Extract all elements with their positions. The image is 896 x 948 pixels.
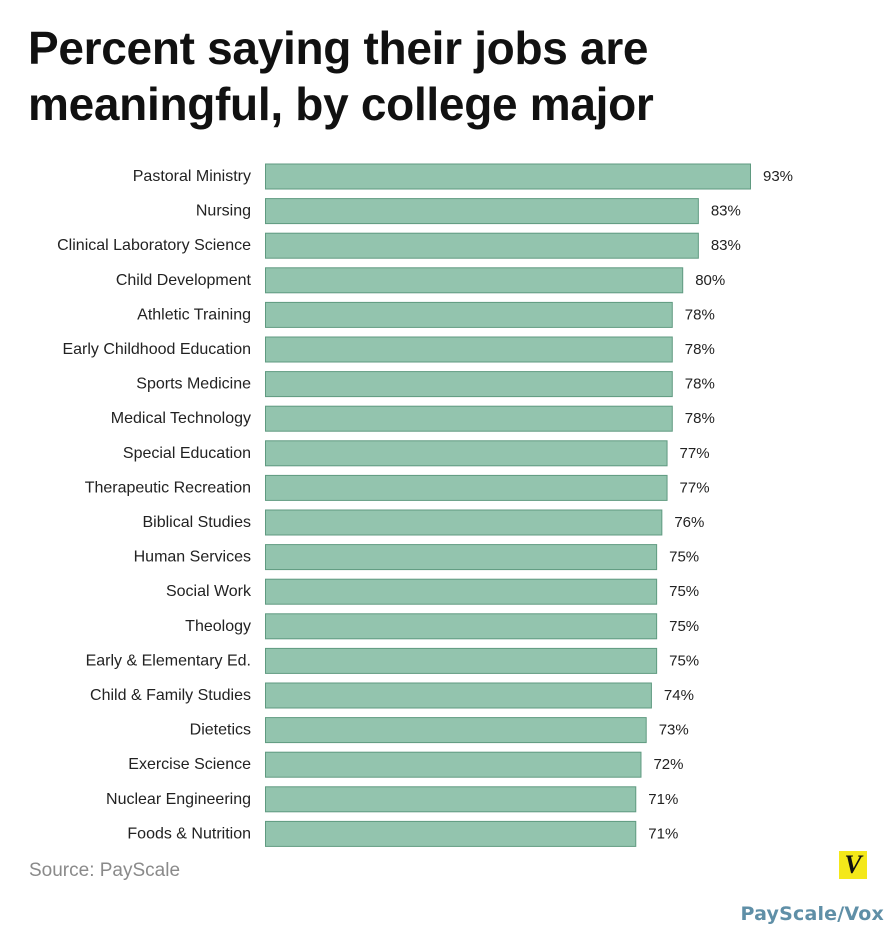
category-label: Medical Technology	[111, 410, 251, 427]
category-label: Therapeutic Recreation	[85, 479, 251, 496]
category-label: Early Childhood Education	[62, 341, 251, 358]
category-label: Foods & Nutrition	[127, 825, 251, 842]
category-label: Social Work	[166, 583, 252, 600]
category-label: Child Development	[116, 272, 252, 289]
category-label: Sports Medicine	[136, 376, 251, 393]
value-label: 75%	[669, 549, 699, 566]
bar	[265, 509, 663, 536]
category-label: Human Services	[134, 549, 251, 566]
value-label: 93%	[763, 168, 793, 185]
bars-group: Pastoral Ministry 93%Nursing 83%Clinical L…	[57, 163, 793, 847]
category-label: Special Education	[123, 445, 251, 462]
category-label: Nuclear Engineering	[106, 791, 251, 808]
bar	[265, 371, 673, 398]
bar-row: Human Services 75%	[134, 544, 699, 571]
bar-row: Child & Family Studies 74%	[90, 682, 694, 709]
value-label: 77%	[680, 445, 710, 462]
value-label: 83%	[711, 203, 741, 220]
bar	[265, 405, 673, 432]
category-label: Athletic Training	[137, 306, 251, 323]
bar	[265, 717, 647, 744]
category-label: Biblical Studies	[143, 514, 252, 531]
bar-row: Theology 75%	[185, 613, 699, 640]
bar-row: Nuclear Engineering 71%	[106, 786, 678, 813]
source-note: Source: PayScale	[29, 860, 181, 881]
bar-row: Athletic Training 78%	[137, 301, 715, 328]
value-label: 78%	[685, 306, 715, 323]
value-label: 75%	[669, 583, 699, 600]
bar	[265, 198, 699, 225]
bar-row: Child Development 80%	[116, 267, 725, 294]
bar	[265, 474, 668, 501]
chart-title: Percent saying their jobs are meaningful…	[28, 20, 868, 132]
bar	[265, 163, 751, 190]
category-label: Clinical Laboratory Science	[57, 237, 251, 254]
value-label: 83%	[711, 237, 741, 254]
bar-row: Early Childhood Education 78%	[62, 336, 715, 363]
value-label: 78%	[685, 376, 715, 393]
value-label: 72%	[653, 756, 683, 773]
bar-row: Special Education 77%	[123, 440, 710, 467]
value-label: 71%	[648, 791, 678, 808]
category-label: Pastoral Ministry	[133, 168, 251, 185]
value-label: 76%	[674, 514, 704, 531]
bar-row: Foods & Nutrition 71%	[127, 820, 678, 847]
value-label: 78%	[685, 341, 715, 358]
bar-row: Sports Medicine 78%	[136, 371, 715, 398]
category-label: Exercise Science	[128, 756, 251, 773]
category-label: Nursing	[196, 203, 251, 220]
bar-row: Clinical Laboratory Science 83%	[57, 232, 741, 259]
bar-row: Social Work 75%	[166, 578, 699, 605]
value-label: 80%	[695, 272, 725, 289]
value-label: 75%	[669, 652, 699, 669]
bar	[265, 578, 658, 605]
value-label: 71%	[648, 825, 678, 842]
value-label: 73%	[659, 722, 689, 739]
category-label: Dietetics	[190, 722, 251, 739]
bar-row: Biblical Studies 76%	[143, 509, 704, 536]
bar	[265, 440, 668, 467]
bar	[265, 751, 642, 778]
bar-row: Early & Elementary Ed. 75%	[86, 647, 699, 674]
bar-row: Exercise Science 72%	[128, 751, 684, 778]
chart-title-line-1: Percent saying their jobs are	[28, 22, 649, 74]
credit-watermark: PayScale/Vox	[740, 903, 884, 925]
bar	[265, 647, 658, 674]
bar	[265, 336, 673, 363]
bar-row: Therapeutic Recreation 77%	[85, 474, 710, 501]
value-label: 77%	[680, 479, 710, 496]
value-label: 74%	[664, 687, 694, 704]
bar	[265, 820, 637, 847]
bar	[265, 267, 684, 294]
value-label: 78%	[685, 410, 715, 427]
bar-row: Pastoral Ministry 93%	[133, 163, 793, 190]
bar	[265, 786, 637, 813]
vox-logo: V	[839, 851, 867, 879]
bar	[265, 544, 658, 571]
bar-row: Medical Technology 78%	[111, 405, 715, 432]
value-label: 75%	[669, 618, 699, 635]
bar-row: Nursing 83%	[196, 198, 741, 225]
category-label: Theology	[185, 618, 251, 635]
category-label: Child & Family Studies	[90, 687, 251, 704]
bar	[265, 682, 652, 709]
category-label: Early & Elementary Ed.	[86, 652, 251, 669]
bar	[265, 613, 658, 640]
bar-row: Dietetics 73%	[190, 717, 689, 744]
bar	[265, 301, 673, 328]
bar	[265, 232, 699, 259]
chart-title-line-2: meaningful, by college major	[28, 78, 654, 130]
